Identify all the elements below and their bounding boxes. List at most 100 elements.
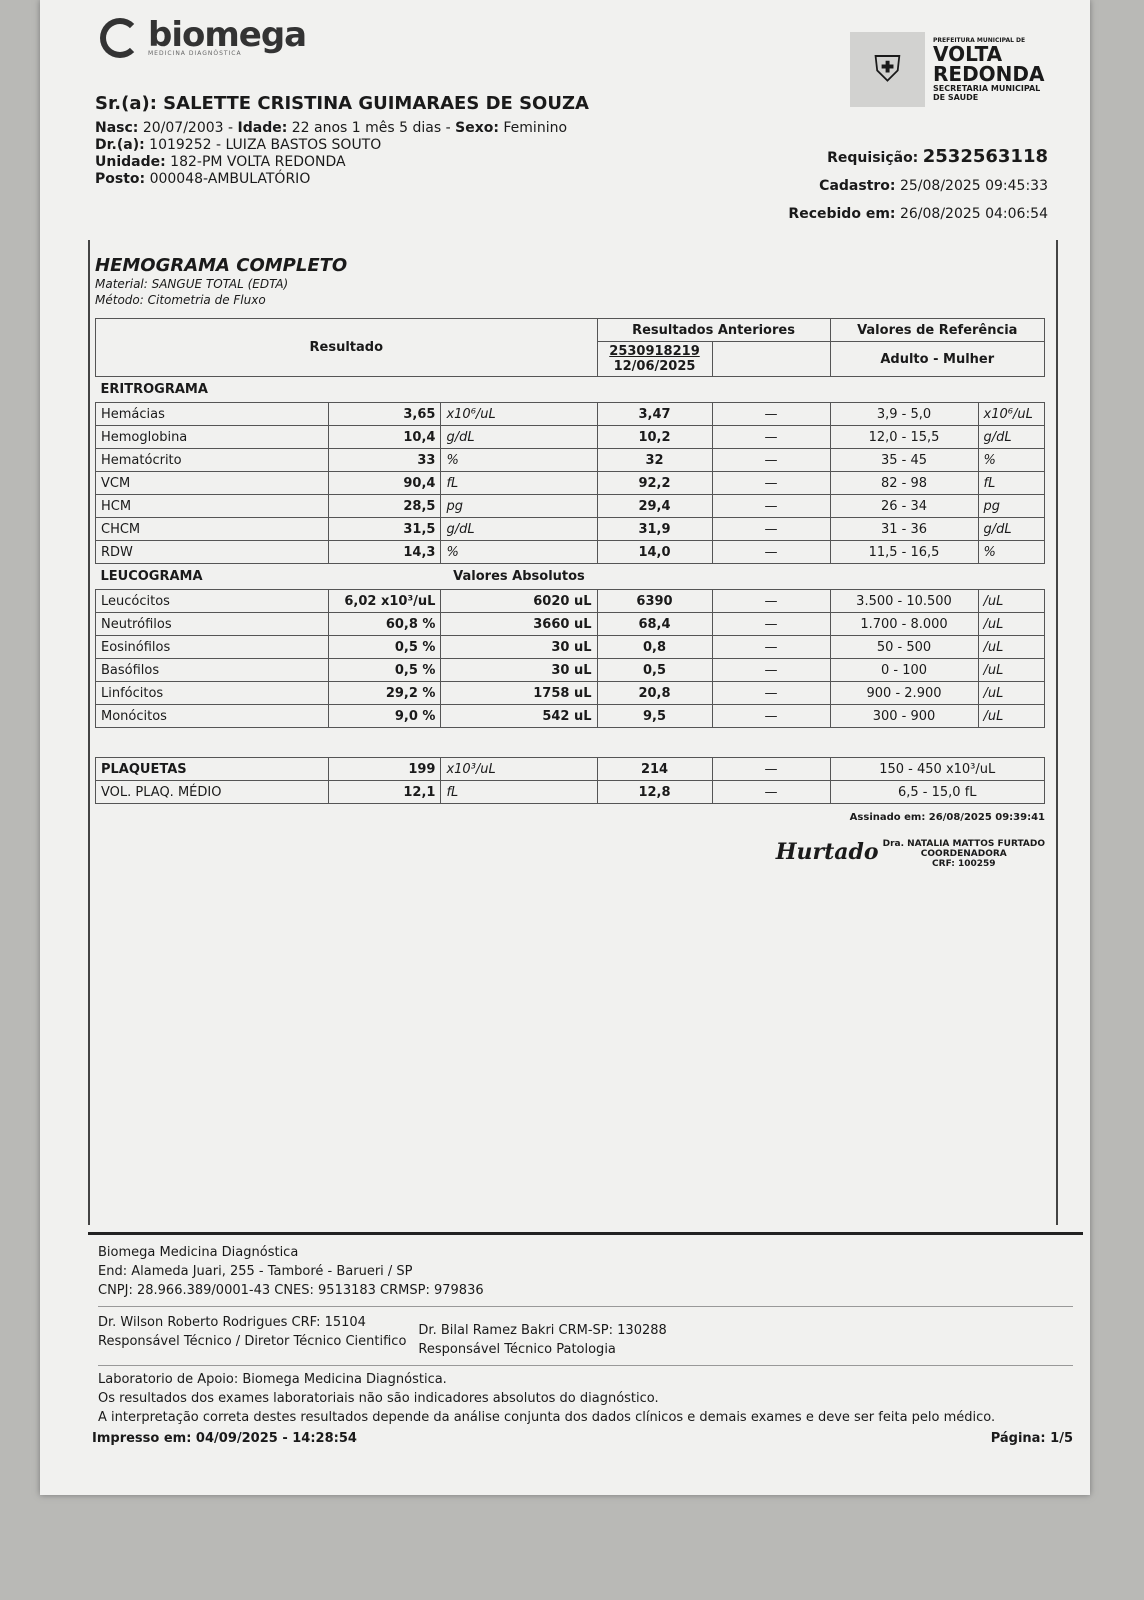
result-value: 0,5 %: [327, 635, 442, 659]
reference-unit: /uL: [977, 635, 1046, 659]
prev-id: 2530918219: [609, 344, 700, 359]
reference-unit: %: [977, 448, 1046, 472]
previous-value: 92,2: [596, 471, 713, 495]
rec-label: Recebido em:: [788, 206, 896, 222]
logo-subtitle: MEDICINA DIAGNÓSTICA: [148, 49, 242, 57]
result-row: Neutrófilos 60,8 % 3660 uL 68,4—1.700 - 8.0…: [95, 612, 1046, 636]
received-date: 26/08/2025 04:06:54: [899, 206, 1048, 222]
result-value: 6,02 x10³/uL: [327, 589, 442, 613]
absolute-value: 30 uL: [440, 635, 598, 659]
result-unit: pg: [440, 494, 598, 518]
absolute-value: 30 uL: [440, 658, 598, 682]
leucograma-title: LEUCOGRAMA: [100, 569, 203, 584]
page-number: Página: 1/5: [990, 1431, 1073, 1446]
result-row: CHCM 31,5 g/dL 31,9—31 - 36 g/dL: [95, 517, 1046, 541]
absolute-value: 3660 uL: [440, 612, 598, 636]
previous-empty: —: [711, 612, 831, 636]
result-row: Monócitos 9,0 % 542 uL 9,5—300 - 900/uL: [95, 704, 1046, 728]
result-row: RDW 14,3% 14,0—11,5 - 16,5%: [95, 540, 1046, 564]
reference-range: 300 - 900: [829, 704, 979, 728]
previous-value: 29,4: [596, 494, 713, 518]
result-row: HCM 28,5 pg 29,4—26 - 34 pg: [95, 494, 1046, 518]
reference-range: 26 - 34: [829, 494, 979, 518]
test-name: Monócitos: [95, 704, 329, 728]
reference-range: 0 - 100: [829, 658, 979, 682]
previous-value: 14,0: [596, 540, 713, 564]
result-row: Hemoglobina 10,4 g/dL 10,2—12,0 - 15,5 g/dL: [95, 425, 1046, 449]
exam-method: Método: Citometria de Fluxo: [95, 293, 266, 307]
test-name: Neutrófilos: [95, 612, 329, 636]
result-value: 28,5: [327, 494, 442, 518]
result-value: 0,5 %: [327, 658, 442, 682]
disclaimer-2: A interpretação correta destes resultado…: [98, 1410, 996, 1425]
req-label: Requisição:: [827, 150, 919, 166]
result-unit: x10⁶/uL: [440, 402, 598, 426]
previous-value: 3,47: [596, 402, 713, 426]
patient-name: Sr.(a): SALETTE CRISTINA GUIMARAES DE SO…: [95, 93, 589, 114]
result-row: Hematócrito 33% 32—35 - 45%: [95, 448, 1046, 472]
previous-empty: —: [711, 635, 831, 659]
signature-block: Hurtado Dra. NATALIA MATTOS FURTADO COORD…: [95, 839, 1045, 869]
result-unit: g/dL: [440, 517, 598, 541]
lab-ids: CNPJ: 28.966.389/0001-43 CNES: 9513183 C…: [98, 1283, 484, 1298]
dr-label: Dr.(a):: [95, 137, 145, 153]
reference-unit: fL: [977, 471, 1046, 495]
previous-empty: —: [711, 780, 831, 804]
signing-role: COORDENADORA: [920, 849, 1007, 859]
volta-redonda-logo: ⛨ PREFEITURA MUNICIPAL DE VOLTA REDONDA SEC…: [850, 32, 1044, 107]
reference-range: 6,5 - 15,0 fL: [829, 780, 1046, 804]
test-name: VCM: [95, 471, 329, 495]
result-value: 10,4: [327, 425, 442, 449]
unidade-label: Unidade:: [95, 154, 166, 170]
result-value: 14,3: [327, 540, 442, 564]
absolute-value: 1758 uL: [440, 681, 598, 705]
reference-range: 35 - 45: [829, 448, 979, 472]
test-name: CHCM: [95, 517, 329, 541]
reference-unit: x10⁶/uL: [977, 402, 1046, 426]
previous-value: 20,8: [596, 681, 713, 705]
hemogram-section: HEMOGRAMA COMPLETO Material: SANGUE TOTA…: [95, 255, 1050, 869]
result-row: VCM 90,4 fL 92,2—82 - 98 fL: [95, 471, 1046, 495]
reference-range: 11,5 - 16,5: [829, 540, 979, 564]
registration-date: 25/08/2025 09:45:33: [899, 178, 1048, 194]
city-1: VOLTA: [933, 42, 1003, 66]
result-row: Hemácias 3,65 x10⁶/uL 3,47—3,9 - 5,0 x10⁶/uL: [95, 402, 1046, 426]
result-row: Leucócitos 6,02 x10³/uL 6020 uL 6390—3.500 …: [95, 589, 1046, 613]
previous-empty: —: [711, 589, 831, 613]
post: 000048-AMBULATÓRIO: [149, 171, 311, 187]
reference-range: 50 - 500: [829, 635, 979, 659]
result-unit: g/dL: [440, 425, 598, 449]
patient-info: Sr.(a): SALETTE CRISTINA GUIMARAES DE SO…: [95, 93, 589, 188]
result-unit: %: [440, 540, 598, 564]
previous-value: 0,5: [596, 658, 713, 682]
cad-label: Cadastro:: [819, 178, 896, 194]
previous-empty: —: [711, 540, 831, 564]
test-name: RDW: [95, 540, 329, 564]
result-row: Eosinófilos 0,5 % 30 uL 0,8—50 - 500/uL: [95, 635, 1046, 659]
test-name: VOL. PLAQ. MÉDIO: [95, 780, 329, 804]
signing-doctor: Dra. NATALIA MATTOS FURTADO: [882, 839, 1045, 849]
pref-line: PREFEITURA MUNICIPAL DE: [933, 37, 1026, 44]
prev-empty: [711, 341, 831, 377]
test-name: Linfócitos: [95, 681, 329, 705]
reference-unit: g/dL: [977, 517, 1046, 541]
lab-name: Biomega Medicina Diagnóstica: [98, 1245, 299, 1260]
previous-empty: —: [711, 425, 831, 449]
tech-doctor-1: Dr. Wilson Roberto Rodrigues CRF: 15104: [98, 1315, 366, 1330]
tech-doctor-2-role: Responsável Técnico Patologia: [418, 1342, 616, 1357]
result-value: 31,5: [327, 517, 442, 541]
previous-empty: —: [711, 517, 831, 541]
support-lab: Laboratorio de Apoio: Biomega Medicina D…: [98, 1372, 447, 1387]
nasc-label: Nasc:: [95, 120, 139, 136]
signature-area: Assinado em: 26/08/2025 09:39:41 Hurtado…: [95, 812, 1045, 869]
reference-unit: /uL: [977, 658, 1046, 682]
test-name: HCM: [95, 494, 329, 518]
previous-empty: —: [711, 402, 831, 426]
previous-value: 12,8: [596, 780, 713, 804]
reference-range: 3.500 - 10.500: [829, 589, 979, 613]
results-table: Resultado Resultados Anteriores Valores de…: [95, 318, 1046, 804]
previous-value: 214: [596, 757, 713, 781]
col-result: Resultado: [95, 318, 598, 377]
reference-unit: /uL: [977, 704, 1046, 728]
previous-value: 68,4: [596, 612, 713, 636]
